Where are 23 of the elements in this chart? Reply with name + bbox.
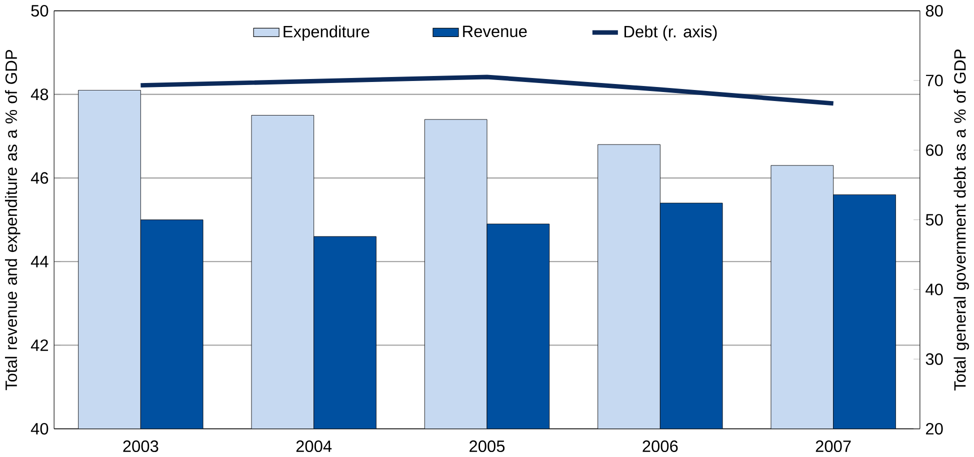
y-axis-title: Total revenue and expenditure as a % of GDP: [4, 50, 20, 390]
y2-tick-label: 80: [926, 4, 943, 17]
y2-tick-label: 50: [926, 214, 943, 226]
x-tick-label: 2006: [642, 440, 678, 452]
y-tick-label: 40: [30, 422, 48, 435]
x-tick-label: 2003: [123, 440, 158, 452]
y2-tick-label: 70: [926, 74, 943, 86]
y-tick-label: 44: [30, 256, 48, 268]
y2-tick-label: 60: [926, 144, 943, 156]
y-tick-label: 50: [31, 4, 48, 17]
y2-axis-title: Total general government debt as a % of GDP: [954, 50, 970, 391]
x-tick-label: 2007: [816, 440, 851, 452]
x-tick-label: 2005: [470, 440, 505, 452]
legend-label: Revenue: [463, 26, 527, 38]
y2-tick-label: 40: [926, 284, 943, 296]
x-tick-label: 2004: [296, 440, 332, 452]
y2-tick-label: 30: [926, 353, 943, 365]
legend-label: Debt (r. axis): [624, 25, 717, 41]
y-tick-label: 46: [30, 172, 48, 184]
legend-label: Expenditure: [284, 25, 370, 41]
y2-tick-label: 20: [926, 422, 943, 435]
y-tick-label: 48: [30, 88, 48, 100]
y-tick-label: 42: [30, 339, 48, 351]
